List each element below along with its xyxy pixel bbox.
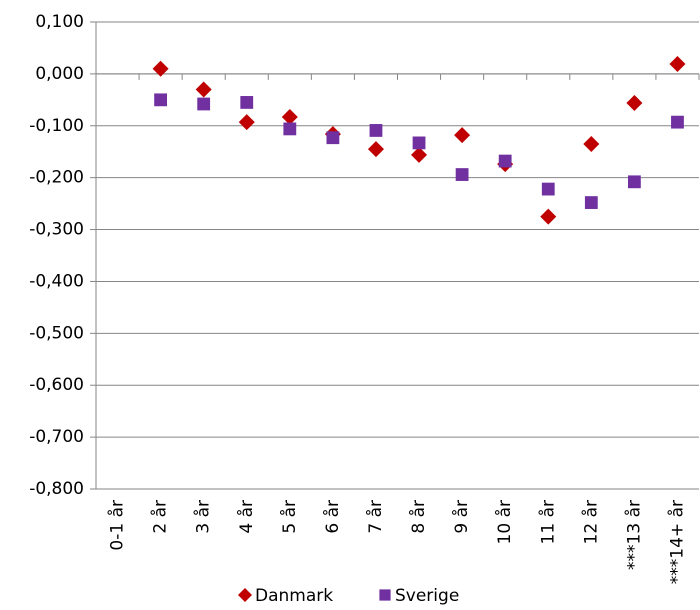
x-tick-label: 7 år xyxy=(365,500,386,534)
point xyxy=(283,122,297,136)
legend-marker xyxy=(379,589,391,601)
y-tick-label: -0,300 xyxy=(29,220,84,240)
point xyxy=(584,196,598,209)
x-tick-label: ***13 år xyxy=(623,500,644,570)
x-tick-label: 4 år xyxy=(236,500,257,534)
y-tick-label: 0,000 xyxy=(35,64,84,84)
point xyxy=(238,114,255,131)
x-tick-label: 6 år xyxy=(322,500,343,534)
point xyxy=(454,127,471,144)
y-tick-label: -0,400 xyxy=(29,271,84,291)
point xyxy=(583,135,600,152)
point xyxy=(669,56,686,73)
y-tick-label: -0,100 xyxy=(29,116,84,136)
x-tick-label: 9 år xyxy=(451,500,472,534)
x-tick-label: 8 år xyxy=(408,500,429,534)
x-tick-label: 10 år xyxy=(494,500,515,544)
point xyxy=(541,182,555,196)
point xyxy=(197,97,211,111)
point xyxy=(412,136,426,150)
y-tick-label: -0,600 xyxy=(29,375,84,395)
x-tick-label: 0-1 år xyxy=(107,500,128,551)
point xyxy=(152,60,169,77)
legend-label: Danmark xyxy=(255,586,333,606)
point xyxy=(671,115,684,129)
y-tick-label: -0,800 xyxy=(29,479,84,499)
point xyxy=(498,154,512,168)
point xyxy=(367,141,384,158)
point xyxy=(369,124,383,137)
point xyxy=(455,168,469,181)
x-tick-label: 12 år xyxy=(580,500,601,544)
point xyxy=(326,131,340,145)
legend-marker xyxy=(238,588,252,602)
point xyxy=(411,146,428,163)
x-tick-label: 2 år xyxy=(150,500,171,534)
point xyxy=(540,208,557,225)
y-tick-label: 0,100 xyxy=(35,12,84,32)
point xyxy=(627,175,641,189)
y-tick-label: -0,200 xyxy=(29,168,84,188)
point xyxy=(195,81,212,98)
x-tick-label: 11 år xyxy=(537,500,558,544)
point xyxy=(154,93,168,107)
y-tick-label: -0,500 xyxy=(29,323,84,343)
x-tick-label: 5 år xyxy=(279,500,300,534)
x-tick-label: ***14+ år xyxy=(666,500,687,584)
point xyxy=(626,94,643,111)
point xyxy=(281,108,298,125)
x-tick-label: 3 år xyxy=(193,500,214,534)
y-tick-label: -0,700 xyxy=(29,427,84,447)
point xyxy=(240,96,254,109)
legend-label: Sverige xyxy=(395,586,459,606)
